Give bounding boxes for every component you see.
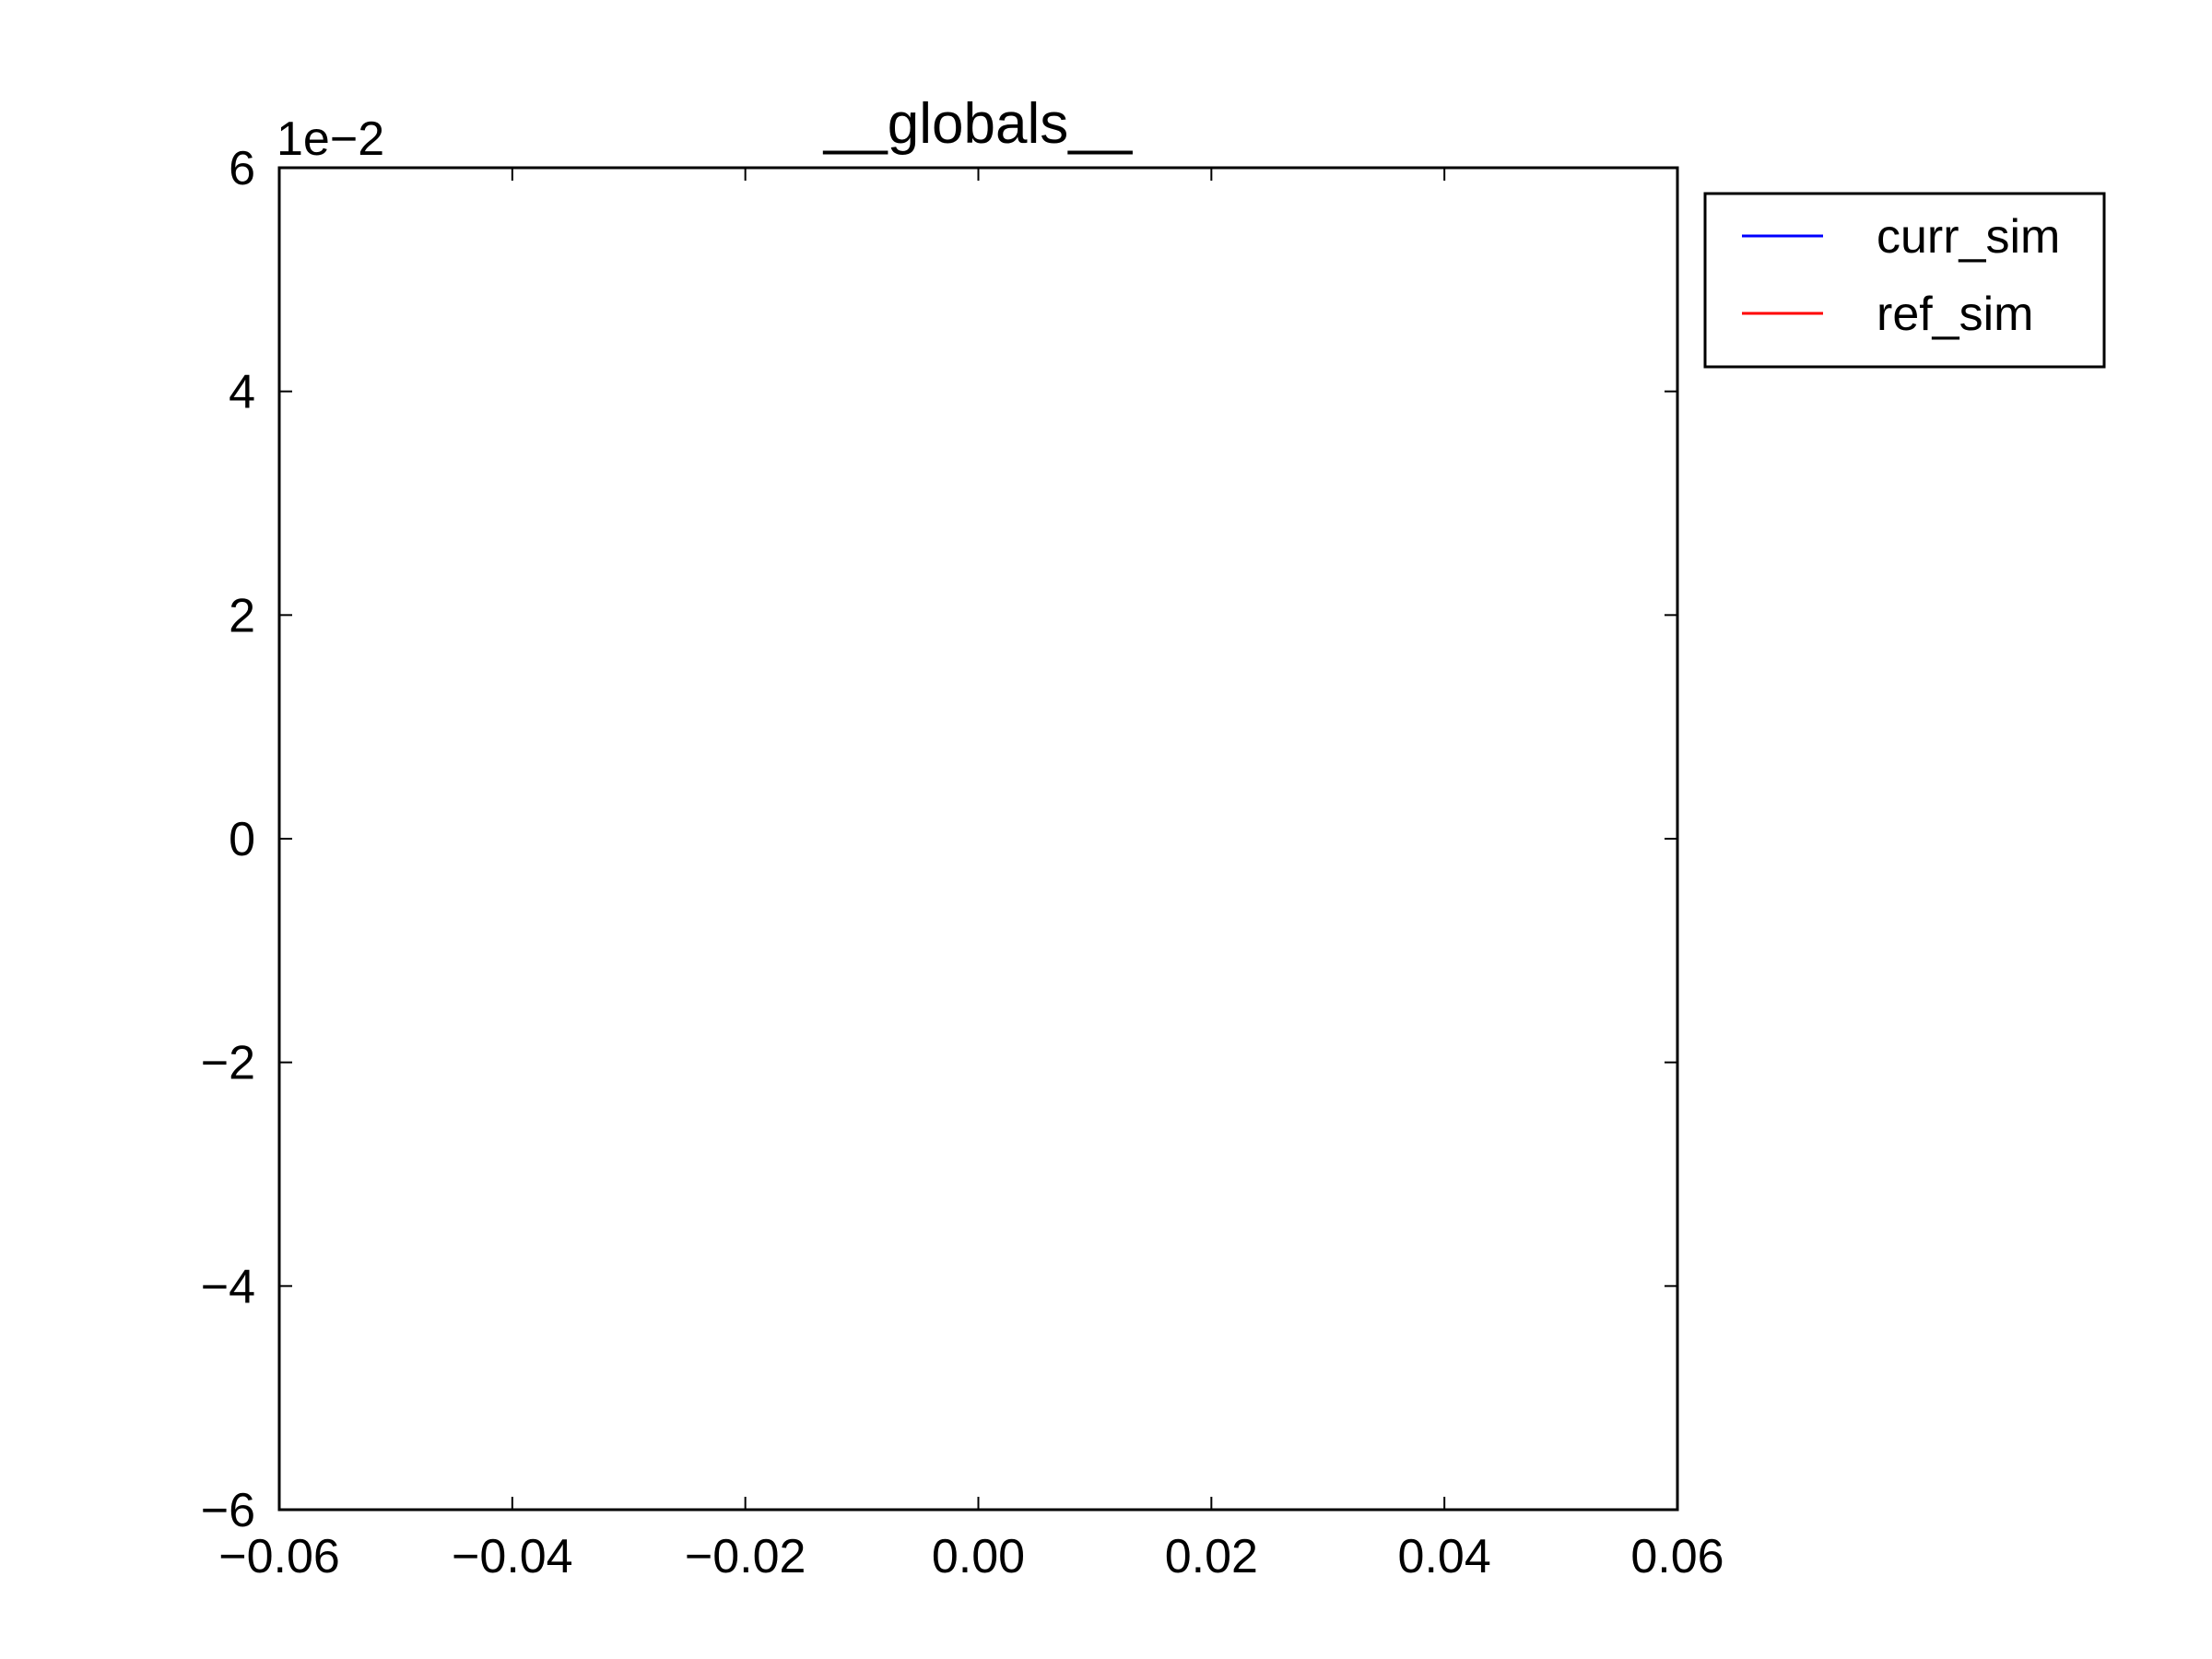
- chart-title: __globals__: [823, 92, 1134, 156]
- legend: curr_sim ref_sim: [1703, 192, 2106, 369]
- legend-label-curr-sim: curr_sim: [1877, 210, 2060, 264]
- plot-frame: [277, 166, 1679, 1512]
- y-tick-label: 2: [229, 589, 255, 642]
- y-tick-label: −6: [201, 1484, 255, 1537]
- x-tick-label: −0.06: [218, 1530, 340, 1583]
- legend-box: [1703, 192, 2106, 369]
- x-tick-label: 0.02: [1165, 1530, 1258, 1583]
- x-tick-label: 0.04: [1398, 1530, 1491, 1583]
- y-tick-label: −2: [201, 1037, 255, 1090]
- y-tick-label: 0: [229, 813, 255, 866]
- y-tick-label: 6: [229, 142, 255, 195]
- y-tick-label: 4: [229, 366, 255, 419]
- x-tick-label: 0.06: [1630, 1530, 1724, 1583]
- y-offset-label: 1e−2: [276, 112, 384, 166]
- y-tick-label: −4: [201, 1260, 255, 1313]
- x-tick-label: −0.04: [452, 1530, 573, 1583]
- ticks-layer: −0.06 −0.04 −0.02 0.00 0.02 0.04 0.06 6 4 2 0 −2 −4 −…: [201, 142, 1724, 1583]
- x-tick-label: −0.02: [685, 1530, 806, 1583]
- x-tick-label: 0.00: [932, 1530, 1025, 1583]
- legend-label-ref-sim: ref_sim: [1877, 288, 2033, 341]
